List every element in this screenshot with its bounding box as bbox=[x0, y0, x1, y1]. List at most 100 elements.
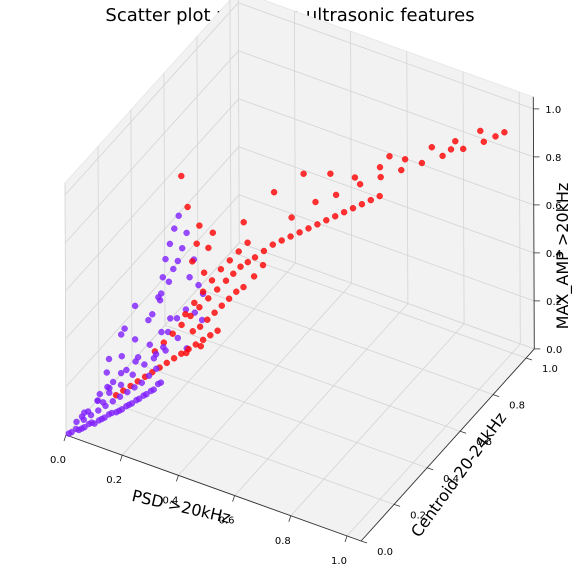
scatter-point bbox=[377, 173, 384, 181]
scatter-point bbox=[108, 409, 116, 417]
axis-panes bbox=[64, 0, 535, 542]
scatter-point bbox=[452, 137, 459, 145]
z-tick-label: 0.6 bbox=[546, 201, 562, 212]
y-gridline-left bbox=[130, 109, 133, 362]
scatter-point bbox=[117, 369, 125, 377]
x-gridline-floor bbox=[234, 303, 409, 496]
scatter-point bbox=[106, 384, 113, 392]
scatter-point bbox=[193, 240, 200, 247]
y-axis-line bbox=[360, 348, 535, 542]
z-gridline-back bbox=[238, 146, 535, 254]
scatter-point bbox=[196, 323, 204, 330]
y-tick-label: 0.4 bbox=[443, 474, 459, 485]
scatter-point bbox=[149, 311, 156, 318]
scatter-point bbox=[167, 315, 174, 322]
z-axis-label: MAX_AMP >20kHz bbox=[553, 183, 573, 330]
z-tick-label: 0.0 bbox=[546, 345, 562, 356]
x-gridline-floor bbox=[178, 283, 352, 476]
scatter-point bbox=[101, 414, 108, 421]
scatter-point bbox=[191, 309, 199, 316]
scatter-point bbox=[376, 192, 383, 200]
scatter-point bbox=[165, 278, 173, 285]
scatter-point bbox=[185, 345, 192, 353]
z-tick-label: 0.8 bbox=[546, 153, 562, 164]
scatter-point bbox=[233, 288, 240, 295]
scatter-point bbox=[183, 229, 190, 237]
scatter-point bbox=[162, 347, 169, 354]
scatter-point bbox=[269, 241, 276, 248]
scatter-point bbox=[327, 170, 334, 177]
y-tick-mark bbox=[459, 430, 467, 434]
z-gridline-left bbox=[65, 146, 240, 340]
scatter-point bbox=[244, 239, 251, 246]
scatter-point bbox=[80, 416, 88, 423]
scatter-point bbox=[117, 331, 125, 338]
scatter-point bbox=[81, 424, 88, 431]
scatter-point bbox=[191, 299, 198, 307]
scatter-point bbox=[207, 332, 214, 339]
scatter-point bbox=[270, 188, 278, 196]
z-gridline-back bbox=[238, 194, 535, 302]
scatter-point bbox=[184, 203, 191, 211]
scatter-point bbox=[287, 233, 294, 240]
scatter-point bbox=[178, 244, 186, 252]
scatter-point bbox=[118, 406, 126, 413]
x-tick-mark bbox=[119, 455, 123, 462]
x-tick-label: 1.0 bbox=[331, 556, 347, 567]
scatter-point bbox=[208, 277, 216, 284]
scatter-point bbox=[178, 350, 185, 357]
scatter-point bbox=[477, 127, 484, 135]
scatter-point bbox=[163, 359, 171, 367]
x-axis-line bbox=[65, 434, 362, 542]
x-tick-mark bbox=[176, 475, 179, 482]
scatter-point bbox=[225, 295, 233, 302]
y-gridline-floor bbox=[230, 251, 527, 359]
scatter-point bbox=[131, 302, 139, 310]
x-tick-label: 0.4 bbox=[162, 495, 178, 506]
z-gridline-back bbox=[238, 98, 534, 206]
scatter-point bbox=[95, 407, 102, 414]
scatter-point bbox=[91, 420, 98, 427]
x-gridline-back bbox=[293, 10, 296, 264]
y-gridline-left bbox=[229, 0, 232, 253]
y-tick-label: 1.0 bbox=[542, 364, 558, 375]
scatter-point bbox=[178, 321, 185, 329]
x-axis-label: PSD >20kHz bbox=[130, 486, 232, 527]
scatter-point bbox=[199, 288, 207, 295]
scatter-point bbox=[305, 225, 312, 232]
z-tick-label: 0.2 bbox=[546, 297, 562, 308]
scatter-point bbox=[340, 208, 348, 216]
scatter-point bbox=[230, 270, 237, 277]
scatter-point bbox=[159, 274, 167, 281]
y-tick-mark bbox=[525, 357, 533, 361]
x-gridline-back bbox=[518, 91, 521, 344]
scatter-point bbox=[260, 247, 268, 255]
scatter-point bbox=[118, 353, 126, 360]
scatter-point bbox=[196, 222, 203, 229]
y-gridline-left bbox=[163, 73, 166, 326]
scatter-point bbox=[358, 200, 366, 208]
scatter-point bbox=[213, 286, 221, 293]
scatter-point bbox=[300, 170, 307, 178]
scatter-point bbox=[244, 258, 252, 266]
scatter-point bbox=[169, 330, 176, 337]
y-gridline-floor bbox=[164, 324, 461, 432]
scatter-point bbox=[314, 221, 321, 228]
scatter-point bbox=[196, 304, 203, 311]
scatter-point bbox=[103, 369, 111, 376]
y-tick-label: 0.0 bbox=[377, 547, 393, 558]
scatter-point bbox=[109, 378, 117, 386]
scatter-point bbox=[150, 386, 157, 393]
y-gridline-left bbox=[64, 182, 67, 436]
scatter-point bbox=[170, 265, 177, 273]
scatter-point bbox=[143, 391, 150, 398]
scatter-point bbox=[157, 290, 165, 297]
x-tick-label: 0.0 bbox=[50, 455, 66, 466]
scatter-point bbox=[217, 266, 225, 273]
x-gridline-floor bbox=[121, 262, 296, 456]
scatter-point bbox=[222, 277, 230, 284]
scatter-point bbox=[259, 261, 267, 269]
scatter-point bbox=[226, 257, 234, 264]
scatter-point bbox=[214, 327, 221, 334]
scatter-point bbox=[81, 409, 88, 416]
